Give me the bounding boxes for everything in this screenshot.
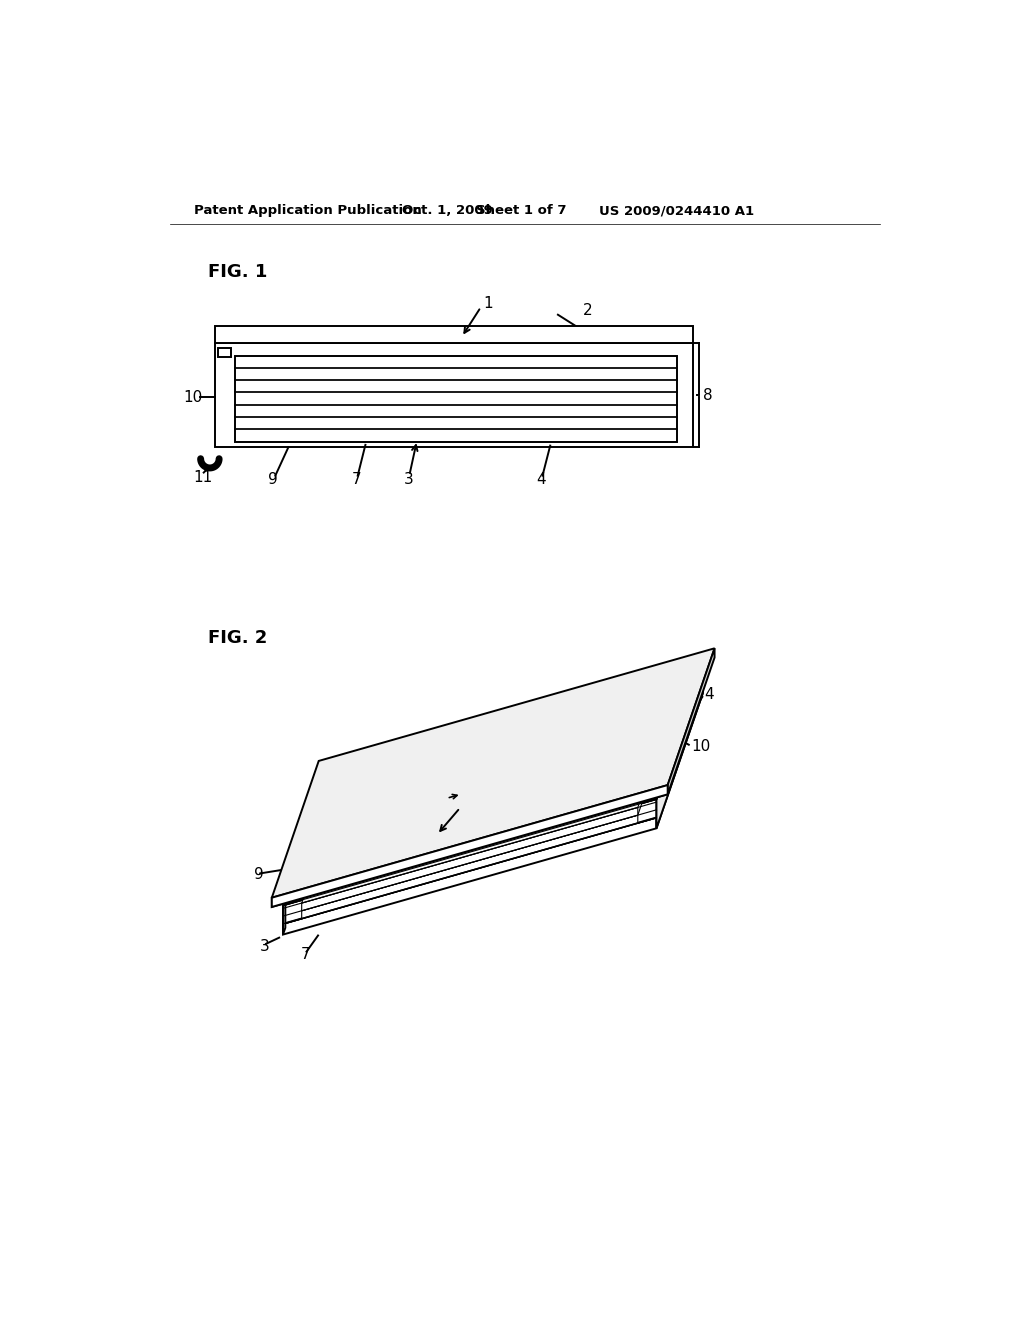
Polygon shape — [502, 821, 524, 836]
Text: 3: 3 — [403, 473, 414, 487]
Text: Sheet 1 of 7: Sheet 1 of 7 — [475, 205, 566, 218]
Polygon shape — [271, 648, 715, 898]
Polygon shape — [283, 682, 702, 924]
Polygon shape — [668, 648, 715, 795]
Polygon shape — [271, 785, 668, 907]
Text: 7: 7 — [351, 473, 361, 487]
Polygon shape — [215, 343, 692, 447]
Polygon shape — [638, 799, 656, 822]
Polygon shape — [638, 664, 702, 804]
Polygon shape — [283, 792, 658, 906]
Polygon shape — [283, 766, 348, 906]
Text: 8: 8 — [702, 388, 713, 403]
Text: 11: 11 — [194, 470, 213, 486]
Text: 1: 1 — [462, 795, 471, 810]
Text: 2: 2 — [391, 840, 400, 855]
Text: 19: 19 — [483, 792, 502, 808]
Polygon shape — [323, 873, 345, 887]
Text: 4: 4 — [705, 688, 715, 702]
Polygon shape — [592, 796, 614, 810]
Polygon shape — [302, 816, 638, 919]
Polygon shape — [350, 750, 479, 801]
Polygon shape — [283, 900, 302, 924]
Polygon shape — [327, 664, 702, 777]
Text: 4: 4 — [537, 473, 546, 487]
Text: 3: 3 — [260, 939, 269, 953]
Text: US 2009/0244410 A1: US 2009/0244410 A1 — [599, 205, 754, 218]
Polygon shape — [283, 899, 286, 935]
Text: FIG. 2: FIG. 2 — [208, 630, 267, 647]
Text: 1: 1 — [483, 296, 493, 310]
Polygon shape — [335, 812, 439, 847]
Text: FIG. 1: FIG. 1 — [208, 264, 267, 281]
Polygon shape — [656, 664, 702, 829]
Text: 9: 9 — [268, 473, 279, 487]
Polygon shape — [656, 682, 702, 829]
Polygon shape — [531, 813, 554, 828]
Text: 10: 10 — [691, 739, 711, 754]
Polygon shape — [283, 799, 656, 924]
Text: Patent Application Publication: Patent Application Publication — [194, 205, 422, 218]
Polygon shape — [302, 680, 684, 911]
Text: Oct. 1, 2009: Oct. 1, 2009 — [402, 205, 494, 218]
Polygon shape — [413, 846, 435, 862]
Polygon shape — [562, 804, 585, 820]
Polygon shape — [335, 771, 453, 841]
Text: 9: 9 — [254, 867, 264, 883]
Text: 2: 2 — [583, 304, 592, 318]
Polygon shape — [352, 863, 375, 879]
Polygon shape — [451, 750, 527, 809]
Polygon shape — [215, 326, 692, 343]
Text: 10: 10 — [183, 389, 202, 405]
Text: 7: 7 — [301, 948, 310, 962]
Bar — [217, 348, 231, 358]
Polygon shape — [271, 785, 668, 907]
Polygon shape — [382, 855, 406, 870]
Bar — [234, 355, 677, 442]
Polygon shape — [442, 838, 465, 853]
Polygon shape — [472, 830, 495, 845]
Text: 11: 11 — [378, 820, 397, 834]
Polygon shape — [302, 808, 638, 911]
Polygon shape — [283, 817, 656, 935]
Polygon shape — [302, 673, 684, 903]
